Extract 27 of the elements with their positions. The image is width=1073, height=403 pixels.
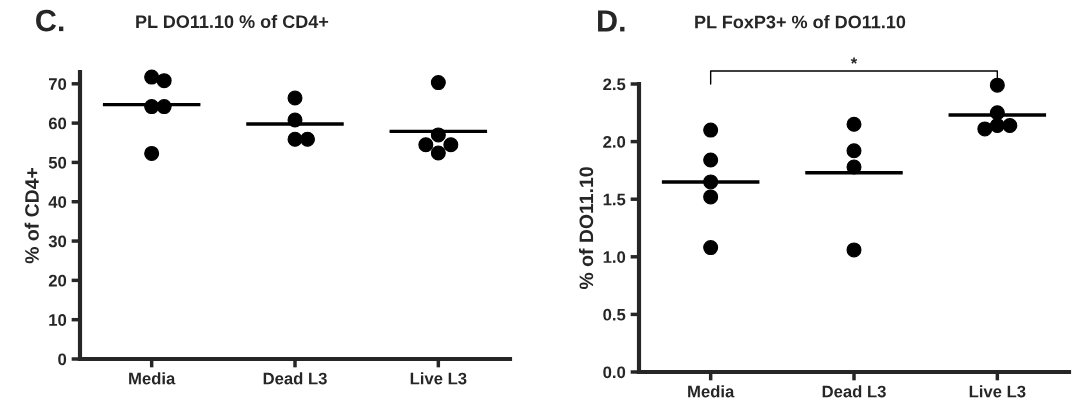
text: *	[850, 57, 858, 64]
y-tick-label: 70	[48, 78, 67, 90]
y-tick-label: 10	[49, 314, 67, 326]
y-tick-label: 40	[48, 196, 67, 208]
x-tick-label: Media	[129, 372, 176, 385]
x-tick-label: Dead L3	[822, 385, 886, 398]
y-tick-label: 1.0	[603, 251, 626, 263]
y-tick-label: 2.0	[603, 136, 626, 148]
y-axis-title: % of CD4+	[24, 167, 39, 264]
y-tick-label: 0.5	[603, 308, 626, 321]
x-tick-label: Live L3	[969, 385, 1026, 398]
x-tick-label: Live L3	[410, 372, 467, 385]
x-tick-label: Media	[688, 385, 735, 398]
y-tick-label: 30	[48, 235, 67, 248]
y-axis-title: % of DO11.10	[578, 167, 594, 290]
y-tick-label: 2.5	[603, 78, 626, 91]
y-tick-label: 50	[48, 156, 67, 169]
y-tick-label: 20	[48, 274, 67, 287]
text: D.	[598, 10, 625, 32]
text: C.	[36, 9, 64, 32]
y-tick-label: 0.0	[603, 366, 626, 379]
y-tick-label: 0	[58, 353, 67, 366]
chart-title: PL FoxP3+ % of DO11.10	[695, 15, 906, 29]
y-tick-label: 60	[48, 117, 67, 130]
x-tick-label: Dead L3	[263, 372, 327, 385]
chart-title: PL DO11.10 % of CD4+	[136, 14, 329, 29]
y-tick-label: 1.5	[603, 193, 626, 206]
